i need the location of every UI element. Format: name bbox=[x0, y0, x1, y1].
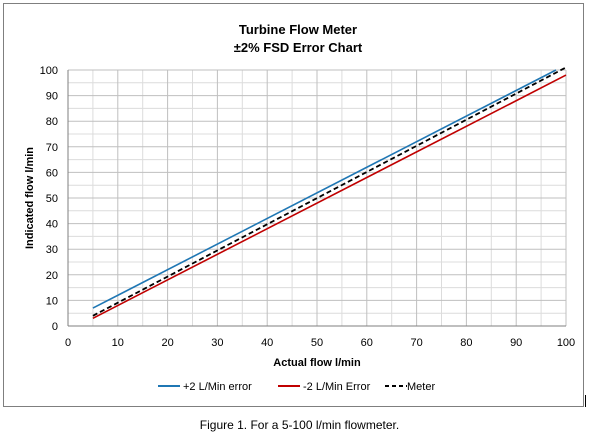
y-tick-label: 90 bbox=[46, 91, 58, 103]
legend-label: -2 L/Min Error bbox=[303, 381, 371, 393]
chart: 0 10 20 30 40 50 60 70 80 90 100 0 10 20 30 40 50 60 70 80 9… bbox=[24, 22, 575, 393]
chart-subtitle: ±2% FSD Error Chart bbox=[234, 40, 363, 55]
y-tick-label: 40 bbox=[46, 219, 58, 231]
x-tick-label: 30 bbox=[211, 337, 223, 349]
y-tick-label: 10 bbox=[46, 295, 58, 307]
legend-label: Meter bbox=[407, 381, 435, 393]
x-tick-label: 20 bbox=[161, 337, 173, 349]
x-tick-label: 100 bbox=[557, 337, 575, 349]
x-tick-label: 50 bbox=[311, 337, 323, 349]
y-tick-label: 100 bbox=[40, 65, 58, 77]
x-tick-label: 0 bbox=[65, 337, 71, 349]
y-tick-label: 20 bbox=[46, 270, 58, 282]
y-tick-label: 60 bbox=[46, 167, 58, 179]
y-tick-label: 70 bbox=[46, 142, 58, 154]
y-axis-label: Indicated flow l/min bbox=[24, 147, 36, 249]
series-line-3 bbox=[92, 66, 567, 317]
x-tick-label: 60 bbox=[361, 337, 373, 349]
legend-label: +2 L/Min error bbox=[183, 381, 252, 393]
x-tick-label: 90 bbox=[510, 337, 522, 349]
x-tick-label: 40 bbox=[261, 337, 273, 349]
figure-caption: Figure 1. For a 5-100 l/min flowmeter. bbox=[199, 418, 400, 432]
y-tick-label: 80 bbox=[46, 116, 58, 128]
chart-title: Turbine Flow Meter bbox=[239, 22, 357, 37]
series-line-1 bbox=[92, 69, 557, 309]
x-tick-label: 80 bbox=[460, 337, 472, 349]
series-line-2 bbox=[92, 74, 567, 320]
y-tick-label: 50 bbox=[46, 193, 58, 205]
x-tick-label: 10 bbox=[112, 337, 124, 349]
y-tick-label: 30 bbox=[46, 244, 58, 256]
divider bbox=[585, 395, 586, 407]
x-tick-label: 70 bbox=[410, 337, 422, 349]
y-tick-label: 0 bbox=[52, 321, 58, 333]
x-axis-label: Actual flow l/min bbox=[273, 357, 361, 369]
